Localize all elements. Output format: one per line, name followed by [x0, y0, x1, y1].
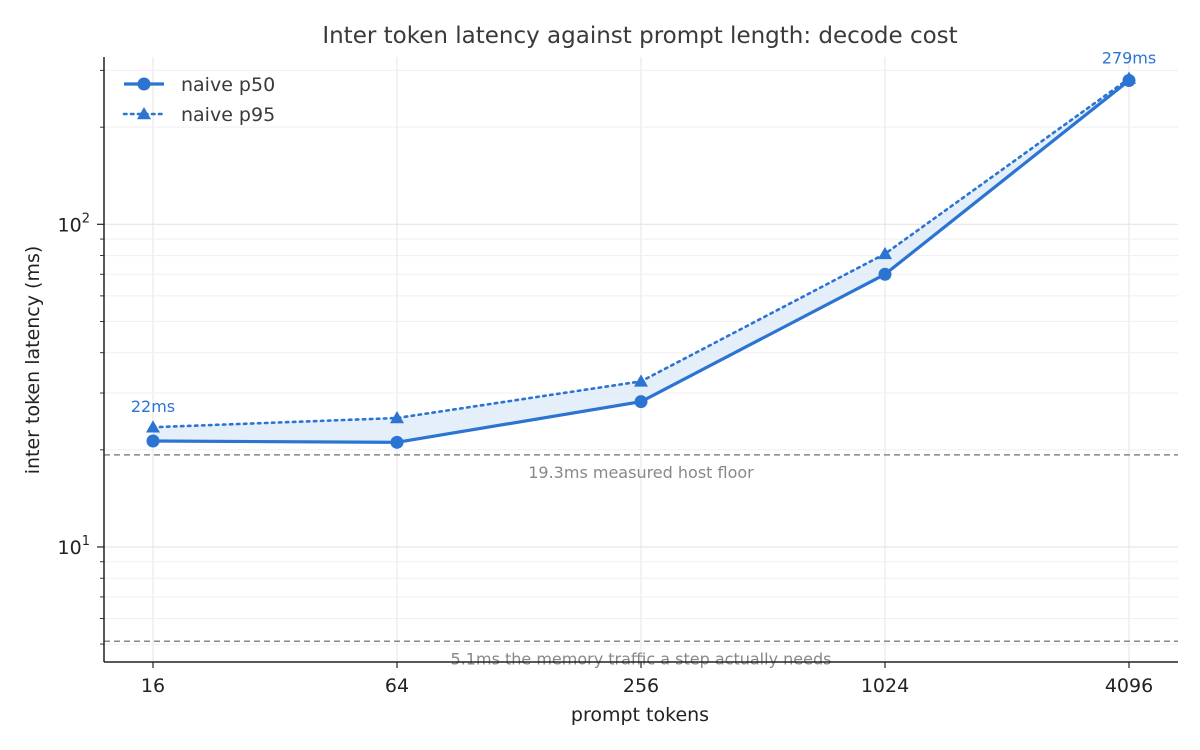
p95-point — [390, 411, 404, 424]
x-tick-label: 16 — [141, 675, 165, 697]
annotations: 22ms 279ms — [131, 49, 1156, 417]
p95-point — [878, 246, 892, 260]
end-value-label: 22ms — [131, 397, 175, 416]
p50-point — [390, 435, 404, 449]
p95-point — [634, 374, 648, 387]
x-tick-label: 256 — [623, 675, 659, 697]
p95-point — [146, 420, 160, 433]
y-tick-label: 102 — [58, 211, 90, 236]
legend-marker — [137, 77, 151, 91]
y-tick-label: 101 — [58, 534, 90, 559]
reference-line-label: 5.1ms the memory traffic a step actually… — [451, 649, 832, 668]
x-axis-label: prompt tokens — [571, 704, 709, 726]
x-tick-label: 1024 — [861, 675, 909, 697]
grid — [104, 57, 1178, 662]
chart-title: Inter token latency against prompt lengt… — [322, 23, 957, 49]
p50-point — [878, 267, 892, 281]
end-value-label: 279ms — [1102, 49, 1156, 68]
x-tick-label: 64 — [385, 675, 409, 697]
legend-label: naive p95 — [181, 104, 275, 126]
series — [146, 71, 1136, 449]
reference-lines: 19.3ms measured host floor 5.1ms the memo… — [104, 454, 1178, 668]
legend-marker — [137, 107, 151, 120]
p50-point — [634, 395, 648, 409]
legend-label: naive p50 — [181, 74, 275, 96]
p50-point — [146, 434, 160, 448]
y-axis-label: inter token latency (ms) — [22, 246, 44, 475]
axes: 16 64 256 1024 4096 101 102 — [58, 57, 1178, 697]
x-tick-label: 4096 — [1105, 675, 1153, 697]
p95-point — [1122, 71, 1136, 84]
legend: naive p50 naive p95 — [122, 74, 275, 126]
reference-line-label: 19.3ms measured host floor — [528, 463, 754, 482]
